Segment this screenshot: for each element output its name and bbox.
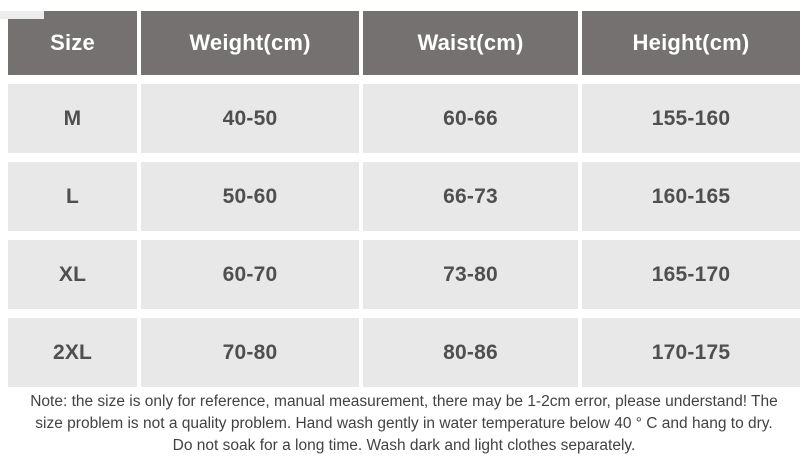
height-cell: 160-165 [582, 162, 800, 231]
column-header-height: Height(cm) [582, 11, 800, 75]
height-cell: 155-160 [582, 84, 800, 153]
column-header-weight: Weight(cm) [141, 11, 359, 75]
weight-cell: 60-70 [141, 240, 359, 309]
size-cell: L [8, 162, 137, 231]
column-header-size: Size [8, 11, 137, 75]
weight-cell: 50-60 [141, 162, 359, 231]
size-cell: M [8, 84, 137, 153]
waist-cell: 73-80 [363, 240, 578, 309]
note-text: Note: the size is only for reference, ma… [0, 391, 808, 457]
weight-cell: 70-80 [141, 318, 359, 387]
top-edge-fragment [0, 11, 44, 19]
size-chart-table: Size Weight(cm) Waist(cm) Height(cm) M 4… [8, 11, 800, 387]
waist-cell: 80-86 [363, 318, 578, 387]
note-line: Note: the size is only for reference, ma… [30, 393, 778, 410]
column-header-waist: Waist(cm) [363, 11, 578, 75]
size-cell: XL [8, 240, 137, 309]
weight-cell: 40-50 [141, 84, 359, 153]
waist-cell: 66-73 [363, 162, 578, 231]
height-cell: 165-170 [582, 240, 800, 309]
height-cell: 170-175 [582, 318, 800, 387]
size-cell: 2XL [8, 318, 137, 387]
waist-cell: 60-66 [363, 84, 578, 153]
note-line: size problem is not a quality problem. H… [35, 415, 773, 432]
note-line: Do not soak for a long time. Wash dark a… [172, 437, 636, 454]
